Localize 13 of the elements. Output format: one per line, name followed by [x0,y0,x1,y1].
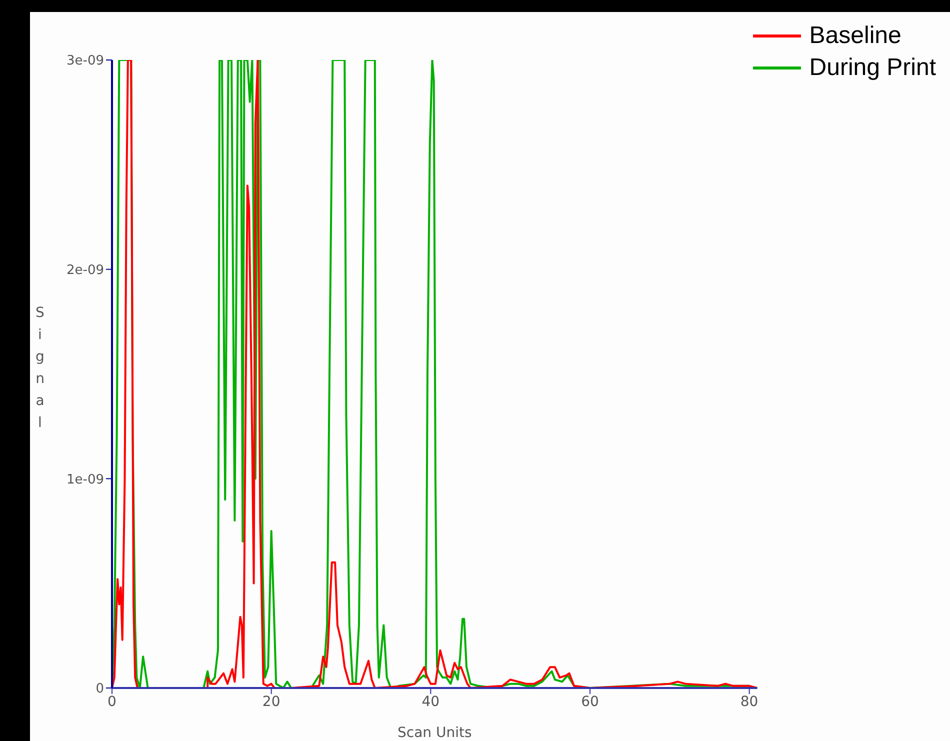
x-tick-label: 20 [262,694,280,710]
y-axis-title: Signal [34,304,46,433]
y-tick-label: 1e-09 [66,472,104,488]
x-tick-label: 80 [740,694,758,710]
y-tick-label: 3e-09 [66,54,104,69]
y-tick-label: 2e-09 [66,262,104,278]
x-tick-label: 40 [422,694,440,710]
legend-label: Baseline [809,21,902,51]
y-tick-label: 0 [96,682,104,697]
x-tick-label: 0 [108,694,116,710]
legend-label: During Print [809,53,936,83]
x-tick-label: 60 [581,694,599,710]
x-axis-title: Scan Units [398,725,472,741]
